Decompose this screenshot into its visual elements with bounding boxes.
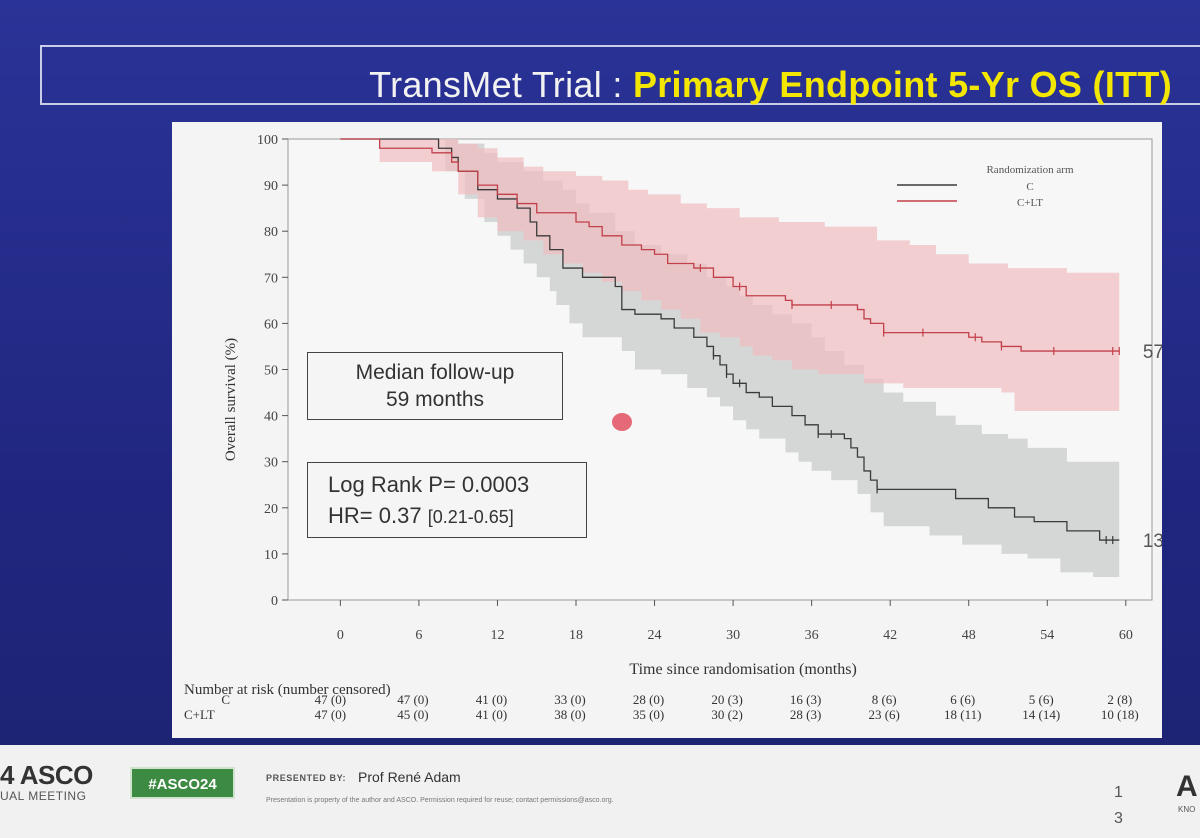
- risk-cell: 28 (3): [790, 707, 821, 722]
- page-number-second: 3: [1114, 810, 1123, 827]
- right-logo-sub: KNO: [1178, 805, 1196, 814]
- legend-label: C: [1026, 181, 1033, 193]
- title-accent: Primary Endpoint 5-Yr OS (ITT): [632, 64, 1172, 105]
- y-tick-label: 10: [264, 548, 278, 563]
- asco-subtitle: UAL MEETING: [0, 789, 87, 803]
- risk-cell: 20 (3): [711, 692, 742, 707]
- presenter-name: Prof René Adam: [358, 769, 461, 785]
- right-logo: A: [1176, 770, 1198, 803]
- hr-text: HR= 0.37: [328, 503, 422, 528]
- risk-cell: 14 (14): [1022, 707, 1060, 722]
- risk-cell: 41 (0): [476, 707, 507, 722]
- risk-row-label: C: [221, 692, 230, 707]
- risk-cell: 41 (0): [476, 692, 507, 707]
- y-tick-label: 90: [264, 179, 278, 194]
- x-tick-label: 42: [883, 628, 897, 643]
- ci-band-clt: [340, 139, 1120, 411]
- y-tick-label: 40: [264, 410, 278, 425]
- asco-logo: 4 ASCO: [0, 760, 93, 790]
- risk-cell: 47 (0): [315, 692, 346, 707]
- title-prefix: TransMet Trial :: [369, 64, 633, 105]
- followup-box: Median follow-up 59 months: [307, 352, 563, 420]
- risk-cell: 5 (6): [1029, 692, 1054, 707]
- x-tick-label: 30: [726, 628, 740, 643]
- risk-cell: 38 (0): [554, 707, 585, 722]
- risk-cell: 30 (2): [711, 707, 742, 722]
- risk-cell: 47 (0): [315, 707, 346, 722]
- risk-table-title: Number at risk (number censored): [184, 682, 391, 698]
- y-tick-label: 80: [264, 225, 278, 240]
- y-tick-label: 60: [264, 317, 278, 332]
- x-tick-label: 6: [415, 628, 422, 643]
- x-tick-label: 48: [962, 628, 976, 643]
- x-tick-label: 54: [1040, 628, 1054, 643]
- km-curve-c: [340, 138, 1120, 541]
- km-figure: 0 10 20 30 40 50 60 70 80 90 100 0 6 12 18 24 30 36 42 48 54…: [172, 122, 1162, 738]
- risk-cell: 10 (18): [1101, 707, 1139, 722]
- x-tick-label: 36: [805, 628, 819, 643]
- hr-ci-text: [0.21-0.65]: [427, 507, 514, 527]
- followup-line2: 59 months: [385, 388, 485, 411]
- stats-box: Log Rank P= 0.0003 HR= 0.37 [0.21-0.65]: [307, 462, 587, 538]
- end-label-control: 13%: [1143, 531, 1162, 552]
- page-number: 1: [1114, 784, 1123, 801]
- risk-cell: 28 (0): [633, 692, 664, 707]
- y-tick-label: 70: [264, 271, 278, 286]
- y-tick-label: 30: [264, 456, 278, 471]
- x-tick-label: 24: [648, 628, 662, 643]
- slide-title: TransMet Trial : Primary Endpoint 5-Yr O…: [369, 64, 1172, 106]
- disclaimer-text: Presentation is property of the author a…: [266, 797, 614, 804]
- risk-row-label: C+LT: [184, 707, 215, 722]
- risk-cell: 47 (0): [397, 692, 428, 707]
- risk-cell: 6 (6): [950, 692, 975, 707]
- risk-cell: 2 (8): [1107, 692, 1132, 707]
- legend-label: C+LT: [1017, 197, 1043, 209]
- end-label-treatment: 57%: [1143, 342, 1162, 363]
- y-tick-label: 20: [264, 502, 278, 517]
- y-tick-label: 0: [271, 594, 278, 609]
- risk-cell: 18 (11): [944, 707, 981, 722]
- title-frame: [40, 45, 1200, 105]
- y-tick-label: 100: [257, 133, 278, 148]
- x-tick-label: 60: [1119, 628, 1133, 643]
- x-tick-label: 0: [337, 628, 344, 643]
- risk-cell: 35 (0): [633, 707, 664, 722]
- km-curve-clt: [340, 138, 1120, 352]
- logrank-text: Log Rank P= 0.0003: [328, 472, 530, 497]
- risk-cell: 45 (0): [397, 707, 428, 722]
- x-axis-title: Time since randomisation (months): [629, 661, 856, 678]
- y-axis-title: Overall survival (%): [223, 338, 239, 461]
- km-chart: 0 10 20 30 40 50 60 70 80 90 100 0 6 12 18 24 30 36 42 48 54…: [184, 133, 1162, 722]
- ci-band-c: [340, 139, 1120, 577]
- x-tick-label: 18: [569, 628, 583, 643]
- legend-title: Randomization arm: [986, 164, 1074, 176]
- presented-by-label: PRESENTED BY:: [266, 773, 347, 783]
- risk-cell: 8 (6): [872, 692, 897, 707]
- y-tick-label: 50: [264, 364, 278, 379]
- followup-line1: Median follow-up: [355, 361, 515, 384]
- risk-cell: 23 (6): [868, 707, 899, 722]
- risk-cell: 16 (3): [790, 692, 821, 707]
- x-tick-label: 12: [490, 628, 504, 643]
- laser-pointer-dot: [612, 413, 632, 431]
- hashtag-badge: #ASCO24: [130, 767, 235, 799]
- risk-cell: 33 (0): [554, 692, 585, 707]
